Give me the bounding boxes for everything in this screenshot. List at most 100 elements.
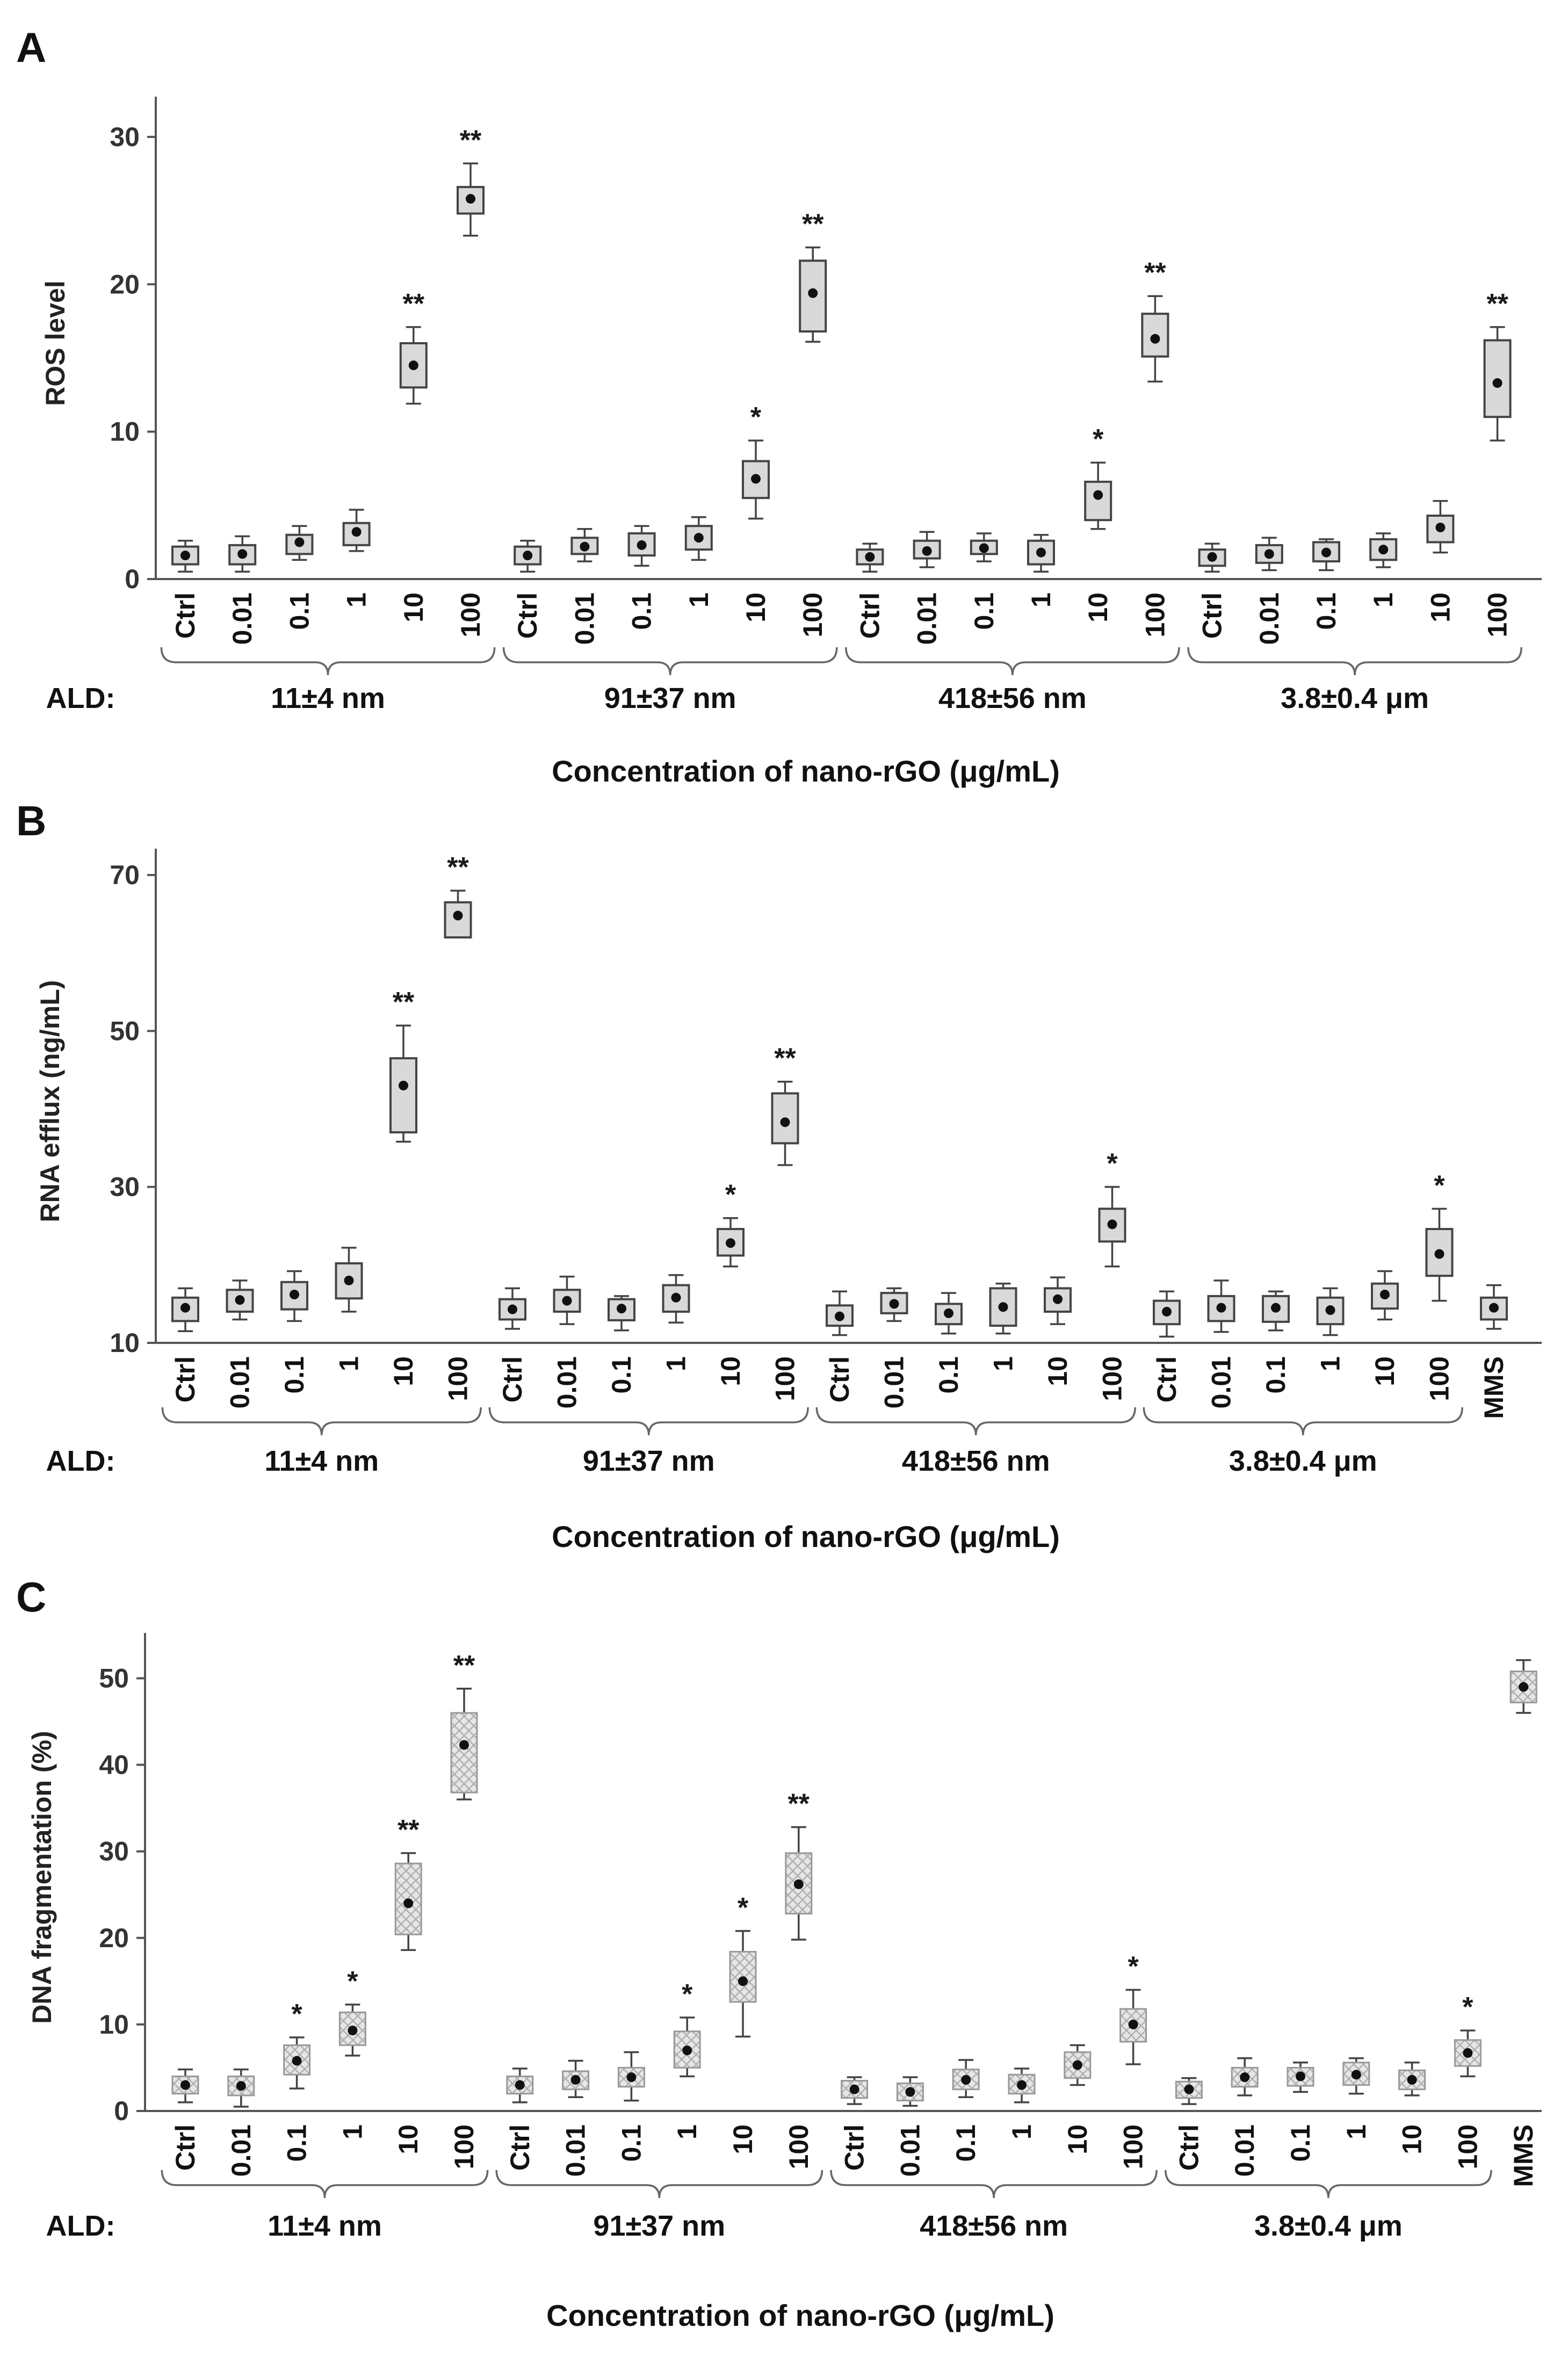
group-brace bbox=[502, 647, 838, 676]
significance-marker: * bbox=[1128, 1951, 1139, 1982]
mean-point bbox=[1093, 490, 1103, 500]
x-tick-label: Ctrl bbox=[512, 592, 543, 639]
x-tick-label: 100 bbox=[456, 592, 486, 637]
mean-point bbox=[1162, 1306, 1172, 1317]
x-tick-label: 10 bbox=[1397, 2124, 1427, 2154]
mean-point bbox=[1150, 334, 1160, 344]
box bbox=[171, 545, 199, 566]
mean-point bbox=[738, 1976, 748, 1986]
x-tick-label: Ctrl bbox=[855, 592, 885, 639]
box bbox=[1153, 1299, 1181, 1326]
group-brace bbox=[1187, 647, 1522, 676]
mean-point bbox=[1351, 2070, 1361, 2080]
panel-B: B 10 30 50 70 RNA efflux (ng/mL) Ctrl 0.01 0.1 1 *… bbox=[16, 797, 1542, 1553]
x-tick-label: 0.01 bbox=[552, 1356, 582, 1408]
group-label: 3.8±0.4 μm bbox=[1229, 1445, 1377, 1477]
mean-point bbox=[1271, 1303, 1281, 1313]
significance-marker: * bbox=[725, 1180, 736, 1211]
group-brace bbox=[1165, 2170, 1492, 2199]
x-tick-label: 0.1 bbox=[284, 592, 314, 630]
x-tick-label: 1 bbox=[1316, 1356, 1346, 1371]
y-tick-label: 20 bbox=[110, 269, 140, 299]
x-tick-label: 1 bbox=[337, 2124, 367, 2139]
group-label: 3.8±0.4 μm bbox=[1254, 2210, 1403, 2242]
x-tick-label: 1 bbox=[1007, 2124, 1037, 2139]
x-tick-label: MMS bbox=[1479, 1356, 1509, 1419]
y-tick-label: 10 bbox=[110, 1328, 140, 1358]
significance-marker: ** bbox=[1486, 288, 1508, 320]
mean-point bbox=[637, 540, 647, 550]
x-tick-label: 0.01 bbox=[895, 2124, 925, 2177]
mean-point bbox=[180, 2080, 190, 2090]
mean-point bbox=[1435, 522, 1446, 532]
mean-point bbox=[922, 546, 932, 556]
mean-point bbox=[1240, 2072, 1250, 2083]
x-tick-label: 10 bbox=[388, 1356, 418, 1386]
mean-point bbox=[1463, 2048, 1473, 2058]
box bbox=[444, 901, 472, 939]
mean-point bbox=[780, 1117, 790, 1127]
mean-point bbox=[835, 1311, 844, 1321]
mean-point bbox=[351, 527, 362, 537]
x-tick-label: Ctrl bbox=[170, 2124, 200, 2171]
mean-point bbox=[905, 2087, 915, 2097]
x-tick-label: 1 bbox=[672, 2124, 702, 2139]
box bbox=[1044, 1287, 1072, 1313]
x-tick-label: 0.1 bbox=[1261, 1356, 1291, 1394]
significance-marker: * bbox=[291, 1999, 302, 2030]
x-tick-label: 1 bbox=[1026, 592, 1056, 608]
mean-point bbox=[808, 288, 818, 298]
y-tick-label: 70 bbox=[110, 860, 140, 890]
significance-marker: * bbox=[347, 1966, 358, 1997]
y-axis-label: RNA efflux (ng/mL) bbox=[35, 980, 65, 1223]
mean-point bbox=[562, 1296, 572, 1306]
x-axis-label: Concentration of nano-rGO (μg/mL) bbox=[552, 754, 1060, 788]
box bbox=[729, 1951, 757, 2003]
x-tick-label: 1 bbox=[334, 1356, 364, 1371]
mean-point bbox=[237, 549, 248, 559]
mean-point bbox=[1492, 378, 1502, 388]
x-tick-label: 0.1 bbox=[627, 592, 657, 630]
group-label: 418±56 nm bbox=[920, 2210, 1068, 2242]
x-tick-label: 10 bbox=[393, 2124, 423, 2154]
x-tick-label: 0.01 bbox=[1206, 1356, 1237, 1408]
significance-marker: ** bbox=[788, 1789, 810, 1820]
mean-point bbox=[1128, 2019, 1138, 2029]
box bbox=[457, 186, 485, 215]
x-tick-label: 0.1 bbox=[616, 2124, 646, 2162]
x-tick-label: Ctrl bbox=[497, 1356, 528, 1402]
x-tick-label: Ctrl bbox=[170, 1356, 200, 1402]
x-tick-label: Ctrl bbox=[505, 2124, 535, 2171]
panel-letter: C bbox=[16, 1573, 46, 1621]
mean-point bbox=[1296, 2071, 1305, 2081]
mean-point bbox=[348, 2026, 358, 2036]
x-tick-label: 0.01 bbox=[1254, 592, 1284, 645]
panel-C: C 0 10 20 30 40 50 DNA fragmentation (%) Ctrl 0.0… bbox=[16, 1573, 1542, 2332]
mean-point bbox=[1489, 1303, 1499, 1313]
y-axis-label: ROS level bbox=[40, 280, 70, 406]
significance-marker: ** bbox=[398, 1814, 420, 1846]
x-tick-label: 0.1 bbox=[1285, 2124, 1316, 2162]
x-tick-label: 0.01 bbox=[569, 592, 599, 645]
mean-point bbox=[1378, 545, 1389, 555]
mean-point bbox=[344, 1275, 354, 1285]
mean-point bbox=[751, 474, 761, 484]
x-tick-label: 1 bbox=[342, 592, 372, 608]
mean-point bbox=[1321, 547, 1331, 558]
mean-point bbox=[180, 551, 190, 561]
y-tick-label: 0 bbox=[114, 2096, 129, 2126]
mean-point bbox=[235, 1295, 245, 1305]
mean-point bbox=[961, 2075, 971, 2085]
significance-marker: ** bbox=[802, 209, 824, 240]
mean-point bbox=[459, 1740, 469, 1750]
box bbox=[450, 1712, 478, 1794]
x-tick-label: 0.1 bbox=[279, 1356, 309, 1394]
mean-point bbox=[1072, 2060, 1082, 2070]
mean-point bbox=[399, 1080, 408, 1090]
x-tick-label: 10 bbox=[1370, 1356, 1400, 1386]
mean-point bbox=[466, 194, 475, 204]
x-axis-label: Concentration of nano-rGO (μg/mL) bbox=[546, 2298, 1054, 2332]
y-tick-label: 30 bbox=[110, 122, 140, 152]
significance-marker: * bbox=[1434, 1170, 1445, 1201]
